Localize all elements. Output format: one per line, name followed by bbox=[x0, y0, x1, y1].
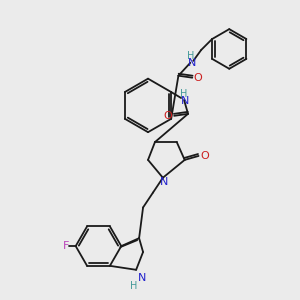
Text: H: H bbox=[130, 281, 138, 291]
Text: N: N bbox=[181, 96, 189, 106]
Text: N: N bbox=[138, 273, 146, 283]
Text: O: O bbox=[164, 111, 172, 121]
Text: O: O bbox=[194, 73, 203, 83]
Text: F: F bbox=[63, 241, 69, 251]
Text: H: H bbox=[187, 51, 194, 61]
Text: H: H bbox=[180, 89, 188, 99]
Text: N: N bbox=[160, 177, 168, 187]
Text: N: N bbox=[188, 58, 196, 68]
Text: O: O bbox=[200, 151, 209, 161]
